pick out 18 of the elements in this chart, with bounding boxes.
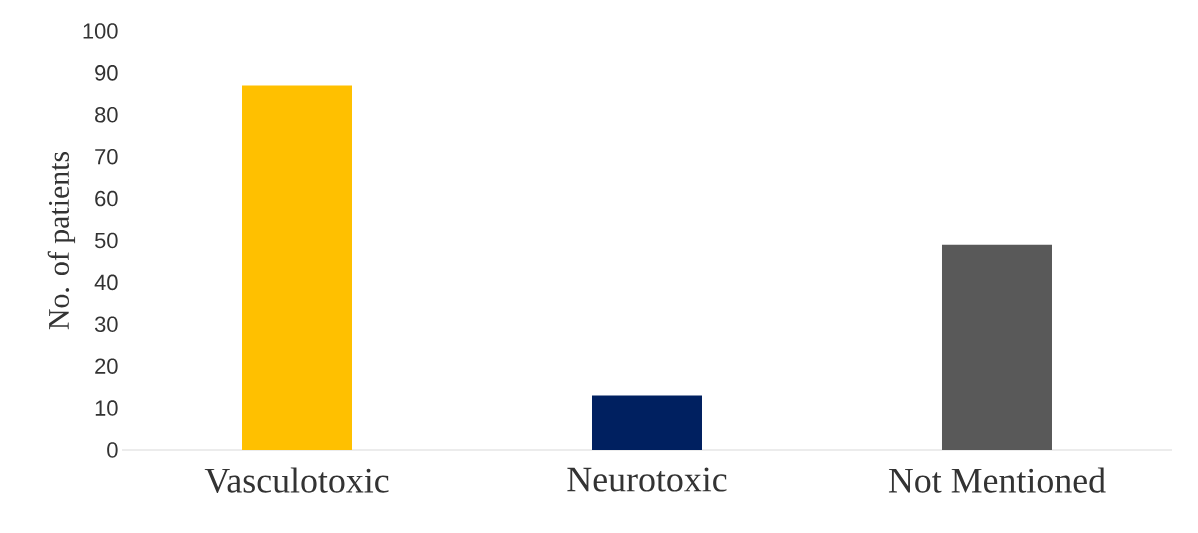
y-tick-label: 60	[95, 190, 118, 207]
y-tick-label: 40	[94, 274, 118, 291]
y-tick-label: 30	[94, 316, 118, 333]
y-tick-label: 80	[95, 107, 118, 123]
y-tick-label: 0	[107, 442, 118, 458]
y-tick-label: 100	[83, 23, 118, 39]
y-tick-label: 90	[95, 65, 118, 81]
bar	[941, 244, 1052, 450]
y-tick-label: 70	[95, 148, 118, 165]
y-tick-label: 50	[94, 232, 118, 249]
bar	[592, 395, 702, 450]
y-tick-label: 20	[95, 358, 118, 374]
x-tick-label: Not Mentioned	[888, 467, 1106, 493]
y-axis-title: No. of patients	[47, 151, 76, 330]
x-tick-label: Vasculotoxic	[204, 467, 389, 493]
bar	[242, 85, 353, 450]
x-tick-label: Neurotoxic	[567, 467, 727, 492]
y-tick-label: 10	[95, 400, 118, 416]
